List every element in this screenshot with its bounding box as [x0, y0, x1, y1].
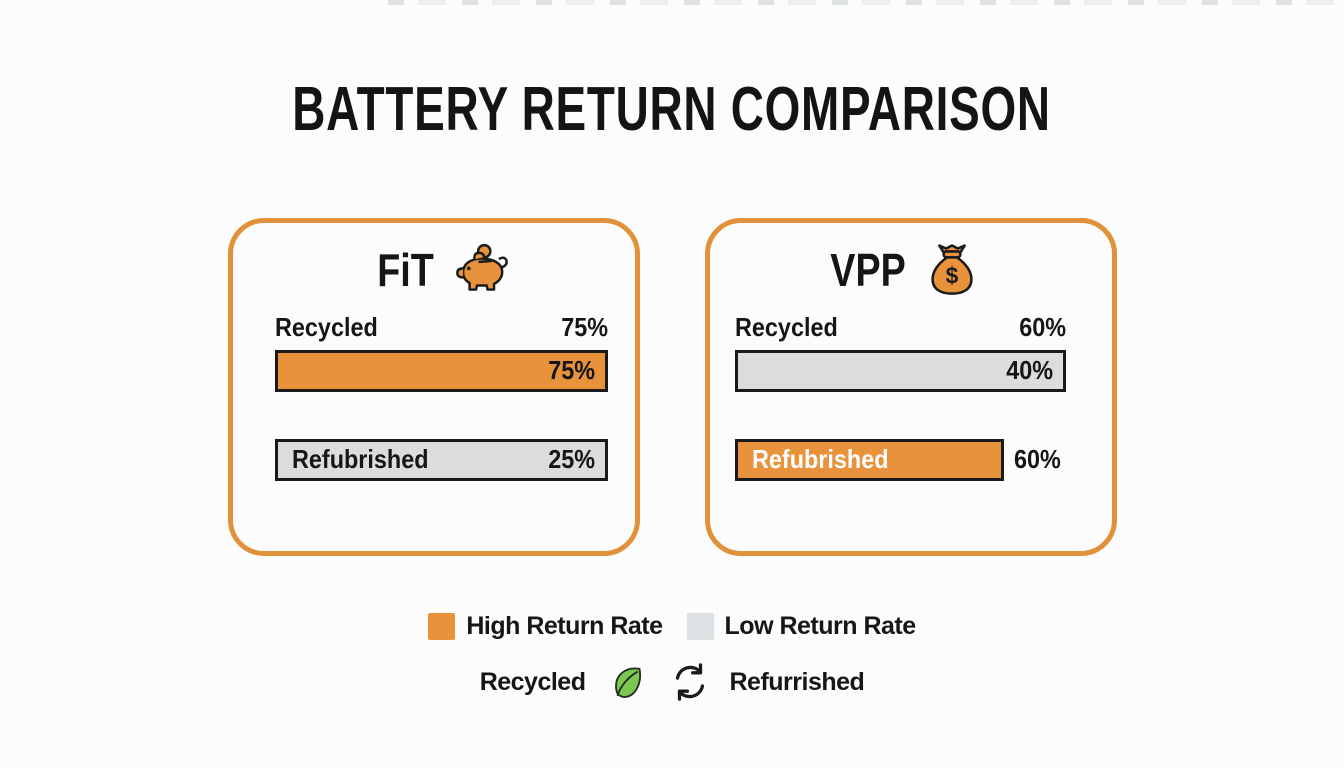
fit-recycled-label-row: Recycled 75% — [275, 313, 608, 342]
vpp-refurbished-bar: Refubrished — [735, 438, 1004, 481]
fit-refurbished-bar-label: Refubrished — [292, 444, 429, 475]
vpp-recycled-bar: 40% — [735, 349, 1066, 392]
legend-refurbished-label: Refurrished — [729, 667, 865, 696]
vpp-card-title: VPP — [830, 244, 907, 296]
fit-refurbished-bar: Refubrished 25% — [275, 438, 608, 481]
refresh-arrows-icon — [669, 661, 711, 703]
legend-row-categories: Recycled Refurrished — [480, 661, 865, 703]
money-bag-icon: $ — [925, 242, 979, 298]
vpp-recycled-label-row: Recycled 60% — [735, 313, 1066, 342]
piggy-bank-icon — [450, 242, 512, 298]
leaf-icon — [607, 662, 647, 702]
vpp-card: VPP $ Recycled 60% 40% Refubrished 60% — [705, 218, 1117, 556]
vpp-card-header: VPP $ — [735, 237, 1066, 303]
vpp-recycled-label: Recycled — [735, 312, 838, 342]
vpp-refurbished-row: Refubrished 60% — [735, 438, 1066, 481]
page-title: BATTERY RETURN COMPARISON — [292, 75, 1052, 144]
svg-text:$: $ — [945, 263, 958, 289]
cropped-text-artifact — [388, 0, 1340, 5]
fit-card-header: FiT — [275, 237, 608, 303]
fit-recycled-value: 75% — [561, 312, 608, 342]
low-rate-label: Low Return Rate — [724, 612, 917, 640]
vpp-recycled-bar-value: 40% — [1006, 355, 1053, 386]
fit-card-title: FiT — [377, 244, 434, 296]
legend-row-rates: High Return Rate Low Return Rate — [428, 612, 917, 641]
legend: High Return Rate Low Return Rate Recycle… — [0, 612, 1344, 703]
fit-card: FiT Recycled 75% 75% Refubrished — [228, 218, 640, 556]
title-container: BATTERY RETURN COMPARISON — [0, 74, 1344, 145]
legend-recycled-label: Recycled — [479, 667, 586, 696]
fit-recycled-bar: 75% — [275, 349, 608, 392]
fit-recycled-label: Recycled — [275, 312, 378, 342]
high-rate-swatch — [428, 613, 456, 640]
low-rate-swatch — [686, 613, 714, 640]
vpp-recycled-value: 60% — [1019, 312, 1066, 342]
fit-recycled-bar-value: 75% — [548, 355, 595, 386]
fit-refurbished-bar-value: 25% — [548, 444, 595, 475]
vpp-refurbished-value: 60% — [1013, 444, 1061, 475]
vpp-refurbished-bar-label: Refubrished — [752, 444, 889, 475]
high-rate-label: High Return Rate — [466, 612, 663, 640]
